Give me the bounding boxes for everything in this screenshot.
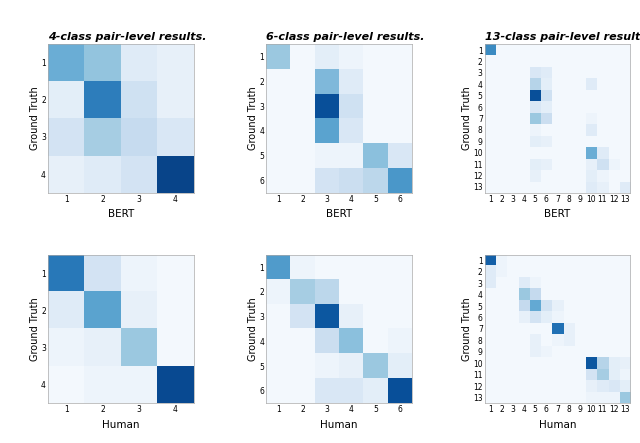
X-axis label: Human: Human: [539, 420, 577, 430]
Text: 4-class pair-level results.: 4-class pair-level results.: [48, 32, 207, 42]
X-axis label: Human: Human: [102, 420, 140, 430]
Y-axis label: Ground Truth: Ground Truth: [29, 86, 40, 150]
X-axis label: BERT: BERT: [108, 209, 134, 219]
X-axis label: Human: Human: [321, 420, 358, 430]
Text: 13-class pair-level results: 13-class pair-level results: [485, 32, 640, 42]
Y-axis label: Ground Truth: Ground Truth: [461, 297, 472, 361]
Y-axis label: Ground Truth: Ground Truth: [248, 297, 258, 361]
Y-axis label: Ground Truth: Ground Truth: [461, 86, 472, 150]
Text: 6-class pair-level results.: 6-class pair-level results.: [266, 32, 425, 42]
Y-axis label: Ground Truth: Ground Truth: [29, 297, 40, 361]
Y-axis label: Ground Truth: Ground Truth: [248, 86, 258, 150]
X-axis label: BERT: BERT: [545, 209, 571, 219]
X-axis label: BERT: BERT: [326, 209, 353, 219]
